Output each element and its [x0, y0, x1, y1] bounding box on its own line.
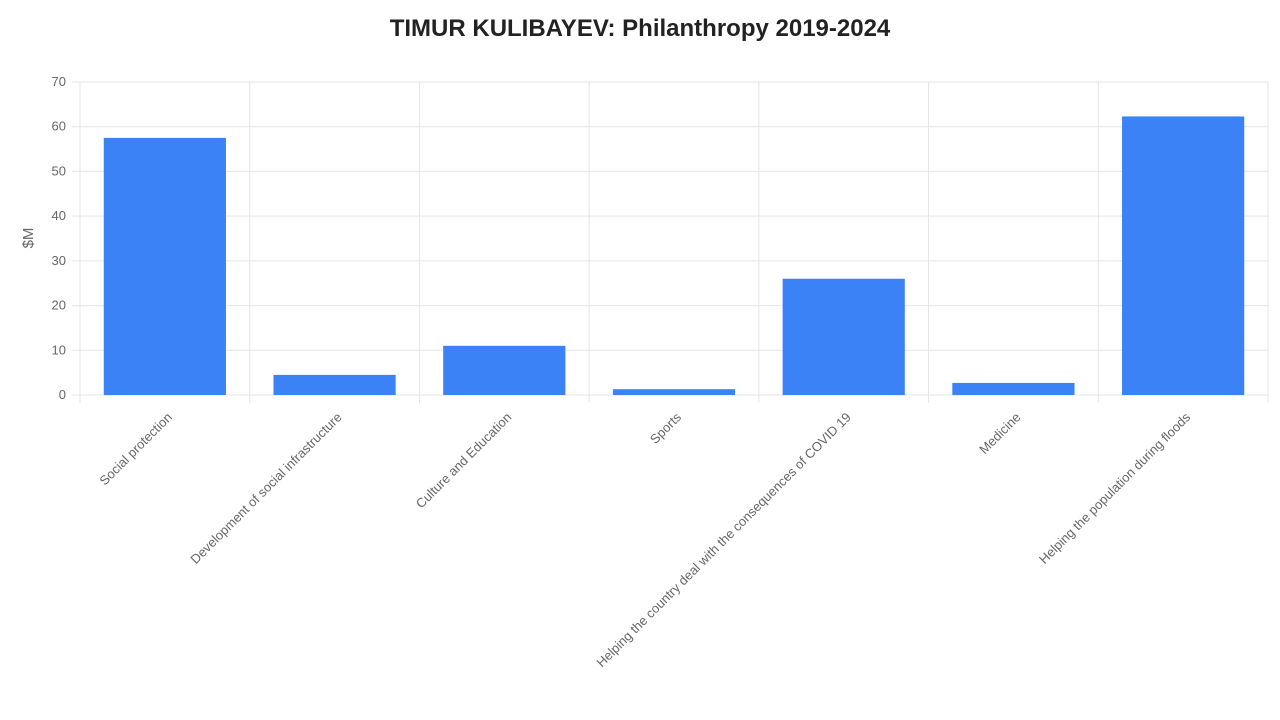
y-tick-label: 30 [52, 253, 66, 268]
y-tick-label: 0 [59, 387, 66, 402]
x-tick-label: Helping the population during floods [1036, 409, 1194, 567]
x-tick-label: Development of social infrastructure [187, 410, 344, 567]
y-tick-label: 20 [52, 298, 66, 313]
bar [443, 345, 566, 395]
bar [612, 389, 736, 395]
y-tick-label: 10 [52, 342, 66, 357]
bar [1122, 116, 1245, 396]
y-tick-label: 60 [52, 119, 66, 134]
y-tick-label: 40 [52, 208, 66, 223]
x-tick-label: Medicine [976, 410, 1023, 457]
bar [273, 374, 396, 395]
bar [952, 382, 1075, 395]
y-axis-label: $M [20, 228, 37, 249]
bar [782, 278, 905, 395]
y-tick-label: 70 [52, 74, 66, 89]
x-tick-label: Helping the country deal with the conseq… [593, 410, 853, 670]
bar [103, 137, 226, 395]
chart-title: TIMUR KULIBAYEV: Philanthropy 2019-2024 [390, 15, 891, 42]
x-tick-label: Sports [647, 409, 685, 447]
x-tick-label: Culture and Education [413, 410, 515, 512]
x-tick-label: Social protection [96, 410, 175, 489]
y-tick-label: 50 [52, 163, 66, 178]
